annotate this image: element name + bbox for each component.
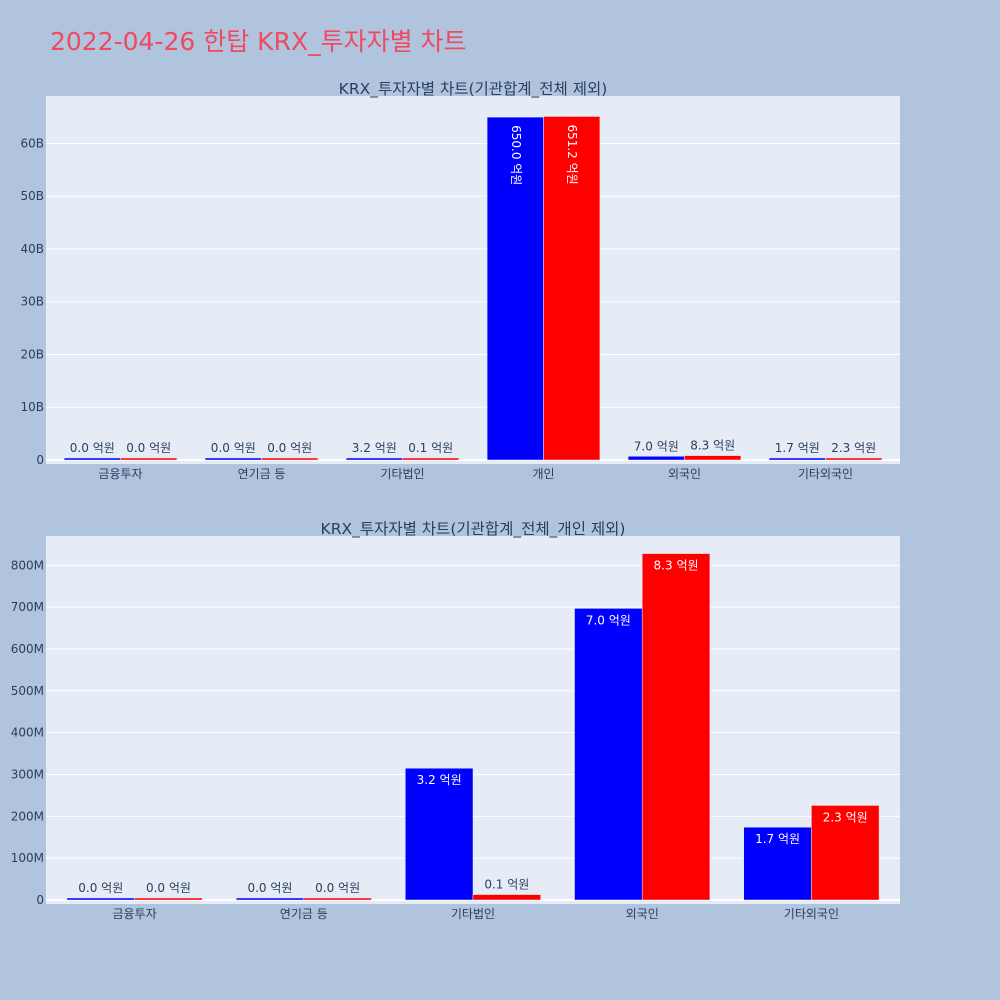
y-tick-label: 800M xyxy=(11,558,44,572)
x-tick-label: 개인 xyxy=(532,467,554,481)
y-tick-label: 0 xyxy=(36,893,44,907)
bar xyxy=(345,457,403,461)
chart-title: KRX_투자자별 차트(기관합계_전체_개인 제외) xyxy=(321,520,626,539)
bar-label: 1.7 억원 xyxy=(755,832,800,846)
y-tick-label: 600M xyxy=(11,642,44,656)
bar-label: 0.0 억원 xyxy=(70,441,115,455)
bar-label: 3.2 억원 xyxy=(417,773,462,787)
y-tick-label: 100M xyxy=(11,851,44,865)
bar-label: 0.0 억원 xyxy=(126,441,171,455)
bar-label: 2.3 억원 xyxy=(823,810,868,824)
bar xyxy=(543,116,601,461)
y-tick-label: 0 xyxy=(36,453,44,467)
bar xyxy=(684,455,742,461)
y-tick-label: 50B xyxy=(20,189,44,203)
bar xyxy=(204,457,262,461)
bar xyxy=(627,456,685,461)
x-tick-label: 외국인 xyxy=(626,907,659,921)
bar xyxy=(811,805,880,901)
bar-label: 8.3 억원 xyxy=(654,559,699,573)
x-tick-label: 금융투자 xyxy=(113,907,157,921)
bar xyxy=(402,457,460,461)
x-tick-label: 기타법인 xyxy=(451,907,495,921)
y-tick-label: 10B xyxy=(20,400,44,414)
y-tick-label: 60B xyxy=(20,136,44,150)
bar-label: 651.2 억원 xyxy=(565,124,579,184)
bar xyxy=(486,116,544,461)
page-title: 2022-04-26 한탑 KRX_투자자별 차트 xyxy=(50,27,467,56)
bar xyxy=(261,457,319,461)
bar xyxy=(405,767,474,901)
x-tick-label: 금융투자 xyxy=(98,467,142,481)
bar xyxy=(235,897,305,901)
bar xyxy=(134,897,203,901)
bar xyxy=(574,608,643,901)
bar xyxy=(743,826,812,901)
x-tick-label: 기타외국인 xyxy=(784,907,839,921)
y-tick-label: 400M xyxy=(11,726,44,740)
bar xyxy=(472,894,541,901)
bar xyxy=(66,897,135,901)
bar-label: 7.0 억원 xyxy=(586,613,631,627)
plot-area xyxy=(46,96,900,464)
bar-label: 0.1 억원 xyxy=(484,878,529,892)
bar-label: 0.0 억원 xyxy=(211,441,256,455)
x-tick-label: 연기금 등 xyxy=(238,467,286,481)
bar-label: 0.0 억원 xyxy=(146,881,191,895)
bar-label: 8.3 억원 xyxy=(690,439,735,453)
bar xyxy=(63,457,121,461)
y-tick-label: 20B xyxy=(20,347,44,361)
y-tick-label: 300M xyxy=(11,767,44,781)
x-tick-label: 외국인 xyxy=(668,467,701,481)
bar-label: 1.7 억원 xyxy=(775,441,820,455)
bar xyxy=(768,457,826,461)
y-tick-label: 40B xyxy=(20,242,44,256)
chart-title: KRX_투자자별 차트(기관합계_전체 제외) xyxy=(339,80,608,99)
x-tick-label: 기타법인 xyxy=(380,467,424,481)
bar-label: 3.2 억원 xyxy=(352,441,397,455)
bar xyxy=(303,897,372,901)
y-tick-label: 500M xyxy=(11,684,44,698)
bar-label: 0.0 억원 xyxy=(267,441,312,455)
chart-2: KRX_투자자별 차트(기관합계_전체_개인 제외) 0 100M 200M 300M 4… xyxy=(11,520,900,921)
x-tick-label: 기타외국인 xyxy=(798,467,853,481)
bar-label: 0.0 억원 xyxy=(315,881,360,895)
bar-label: 0.0 억원 xyxy=(247,881,292,895)
bar-label: 650.0 억원 xyxy=(509,125,523,185)
bar xyxy=(120,457,178,461)
bar-label: 7.0 억원 xyxy=(634,439,679,453)
y-tick-label: 200M xyxy=(11,809,44,823)
bar-label: 0.0 억원 xyxy=(78,881,123,895)
bar xyxy=(641,553,711,901)
x-tick-label: 연기금 등 xyxy=(280,907,328,921)
y-tick-label: 30B xyxy=(20,295,44,309)
y-tick-label: 700M xyxy=(11,600,44,614)
bar-label: 2.3 억원 xyxy=(831,441,876,455)
chart-1: KRX_투자자별 차트(기관합계_전체 제외) 0 10B 20B 30B 40B 50B 6… xyxy=(20,80,900,481)
bar-label: 0.1 억원 xyxy=(408,441,453,455)
bar xyxy=(825,457,883,461)
